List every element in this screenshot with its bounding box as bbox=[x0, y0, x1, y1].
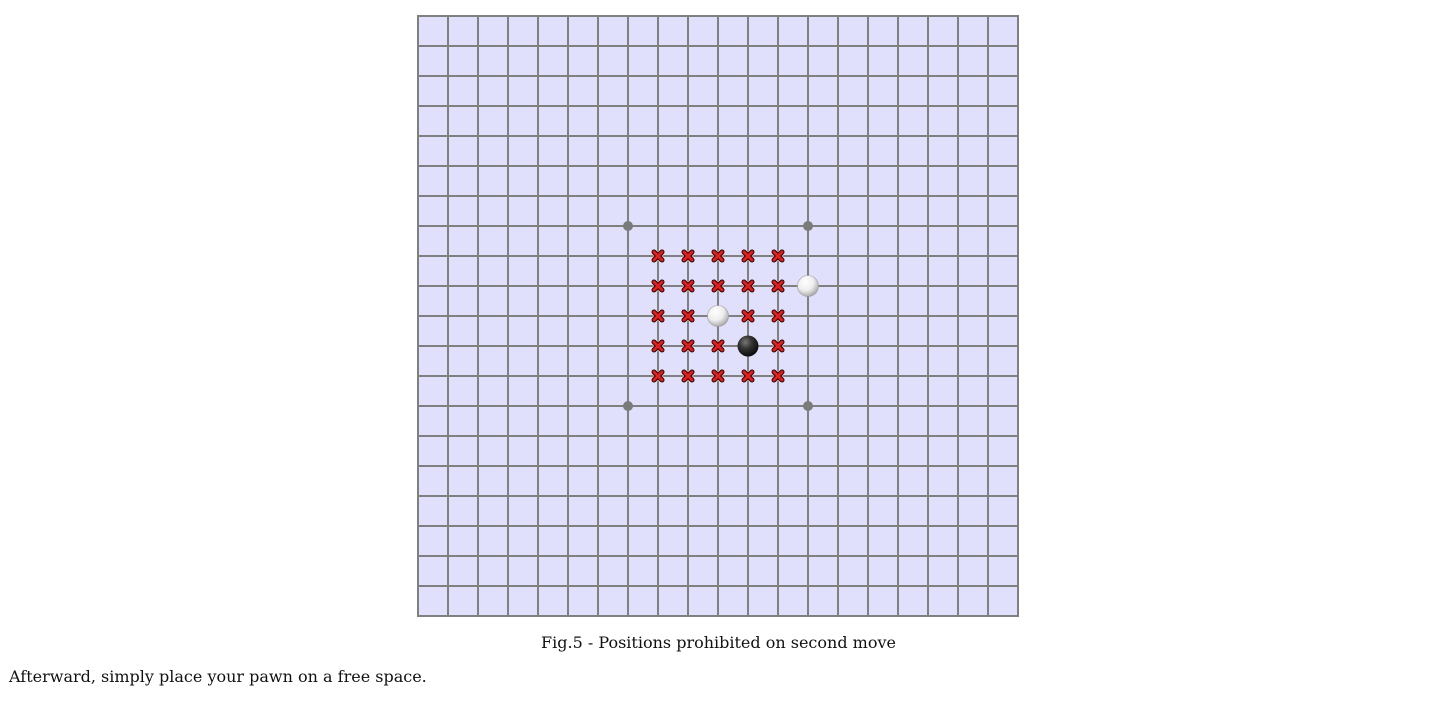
prohibited-cross-icon bbox=[651, 309, 665, 323]
prohibited-cross-icon bbox=[771, 339, 785, 353]
instruction-text: Afterward, simply place your pawn on a f… bbox=[9, 667, 427, 686]
prohibited-cross-icon bbox=[651, 249, 665, 263]
prohibited-cross-icon bbox=[681, 309, 695, 323]
game-board[interactable] bbox=[416, 14, 1020, 618]
prohibited-cross-icon bbox=[771, 309, 785, 323]
prohibited-cross-icon bbox=[771, 369, 785, 383]
star-point bbox=[803, 221, 813, 231]
prohibited-cross-icon bbox=[711, 339, 725, 353]
prohibited-cross-icon bbox=[741, 249, 755, 263]
prohibited-cross-icon bbox=[741, 279, 755, 293]
star-point bbox=[623, 401, 633, 411]
prohibited-cross-icon bbox=[681, 339, 695, 353]
prohibited-cross-icon bbox=[741, 309, 755, 323]
prohibited-cross-icon bbox=[681, 369, 695, 383]
prohibited-cross-icon bbox=[771, 279, 785, 293]
star-point bbox=[803, 401, 813, 411]
prohibited-cross-icon bbox=[651, 369, 665, 383]
prohibited-cross-icon bbox=[711, 279, 725, 293]
prohibited-cross-icon bbox=[771, 249, 785, 263]
pawns bbox=[707, 275, 819, 357]
black-pawn bbox=[737, 335, 759, 357]
figure-caption: Fig.5 - Positions prohibited on second m… bbox=[541, 633, 896, 652]
prohibited-cross-icon bbox=[681, 249, 695, 263]
star-point bbox=[623, 221, 633, 231]
star-points bbox=[623, 221, 813, 411]
prohibited-cross-icon bbox=[711, 249, 725, 263]
prohibited-cross-icon bbox=[711, 369, 725, 383]
white-pawn bbox=[707, 305, 729, 327]
prohibited-cross-icon bbox=[651, 339, 665, 353]
prohibited-cross-icon bbox=[741, 369, 755, 383]
prohibited-cross-icon bbox=[651, 279, 665, 293]
prohibited-marks bbox=[651, 249, 785, 383]
board-svg[interactable] bbox=[416, 14, 1020, 618]
white-pawn bbox=[797, 275, 819, 297]
prohibited-cross-icon bbox=[681, 279, 695, 293]
